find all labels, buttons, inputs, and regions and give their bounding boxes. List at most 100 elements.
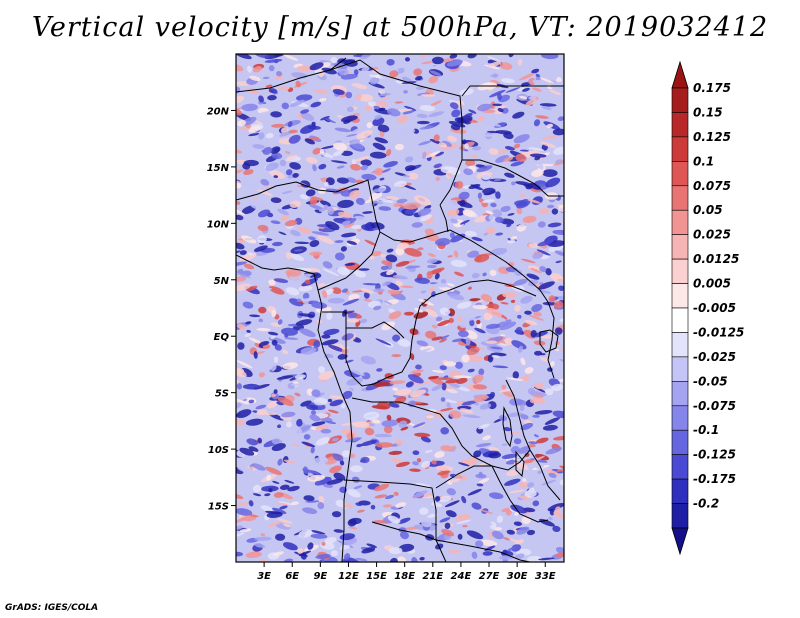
- field-cell: [542, 424, 558, 431]
- field-cell: [291, 383, 308, 387]
- field-cell: [411, 557, 418, 562]
- field-cell: [470, 184, 484, 191]
- field-cell: [291, 443, 300, 447]
- field-cell: [430, 100, 442, 106]
- field-cell: [303, 434, 311, 440]
- field-cell: [496, 515, 504, 523]
- field-cell: [530, 267, 542, 274]
- field-cell: [285, 252, 292, 260]
- field-cell: [488, 446, 500, 452]
- field-cell: [435, 316, 443, 322]
- field-cell: [451, 338, 465, 343]
- field-cell: [507, 239, 516, 244]
- field-cell: [539, 357, 551, 362]
- field-cell: [311, 421, 326, 427]
- field-cell: [499, 321, 517, 331]
- field-cell: [471, 272, 480, 279]
- field-cell: [378, 107, 386, 111]
- field-cell: [245, 418, 264, 426]
- field-cell: [512, 111, 525, 119]
- field-cell: [337, 353, 348, 360]
- field-cell: [236, 515, 251, 523]
- field-cell: [378, 89, 386, 95]
- colorbar-box: [671, 112, 689, 138]
- field-cell: [253, 351, 258, 359]
- field-cell: [289, 162, 301, 170]
- field-cell: [270, 220, 281, 225]
- field-cell: [271, 152, 283, 160]
- field-cell: [415, 482, 431, 488]
- field-cell: [405, 381, 414, 388]
- field-cell: [374, 167, 384, 176]
- field-cell: [363, 298, 373, 302]
- field-cell: [279, 159, 287, 167]
- field-cell: [304, 138, 315, 145]
- field-cell: [248, 500, 254, 507]
- border-line: [351, 397, 531, 471]
- field-cell: [290, 229, 301, 237]
- field-cell: [443, 361, 457, 367]
- field-cell: [299, 328, 316, 338]
- field-cell: [272, 480, 280, 484]
- field-cell: [482, 199, 495, 203]
- field-cell: [462, 209, 476, 217]
- field-cell: [383, 161, 398, 168]
- field-cell: [527, 198, 541, 204]
- field-cell: [288, 129, 298, 134]
- field-cell: [321, 541, 326, 546]
- field-cell: [537, 239, 554, 247]
- field-cell: [554, 161, 564, 166]
- field-cell: [324, 283, 332, 287]
- field-cell: [412, 422, 426, 428]
- field-cell: [308, 204, 324, 210]
- field-cell: [447, 199, 460, 207]
- lon-label: 30E: [507, 571, 528, 582]
- field-cell: [428, 75, 439, 84]
- colorbar-box: [671, 307, 689, 333]
- field-cell: [346, 106, 354, 113]
- field-cell: [242, 301, 254, 309]
- field-cell: [453, 250, 459, 258]
- field-cell: [273, 278, 289, 283]
- field-cell: [455, 514, 468, 521]
- field-cell: [342, 450, 351, 458]
- field-cell: [541, 334, 554, 339]
- field-cell: [461, 400, 477, 406]
- field-cell: [520, 149, 529, 152]
- field-cell: [520, 414, 529, 420]
- field-cell: [372, 67, 379, 70]
- field-cell: [509, 328, 515, 333]
- field-cell: [515, 326, 523, 335]
- field-cell: [407, 114, 417, 120]
- field-cell: [552, 410, 564, 419]
- field-cell: [395, 438, 403, 446]
- field-cell: [439, 365, 447, 371]
- field-cell: [269, 169, 285, 179]
- field-cell: [361, 67, 370, 72]
- field-cell: [523, 459, 534, 464]
- field-cell: [414, 195, 431, 206]
- field-cell: [274, 344, 282, 351]
- field-cell: [268, 65, 275, 72]
- field-cell: [559, 358, 564, 363]
- field-cell: [541, 105, 552, 111]
- field-cell: [410, 353, 415, 361]
- field-cell: [364, 105, 373, 111]
- field-cell: [236, 383, 243, 390]
- field-cell: [465, 457, 479, 466]
- field-cell: [557, 278, 564, 282]
- field-cell: [521, 374, 530, 382]
- field-cell: [462, 139, 467, 145]
- border-line: [329, 59, 463, 206]
- field-cell: [457, 533, 463, 540]
- field-cell: [252, 119, 264, 125]
- field-cell: [510, 299, 516, 304]
- field-cell: [252, 196, 258, 200]
- field-cell: [400, 426, 409, 431]
- field-cell: [528, 183, 541, 190]
- field-cell: [267, 94, 277, 101]
- field-cell: [312, 147, 322, 155]
- field-cell: [506, 469, 520, 477]
- field-cell: [378, 93, 391, 97]
- field-cell: [405, 526, 419, 530]
